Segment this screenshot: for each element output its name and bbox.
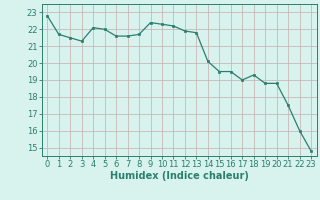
X-axis label: Humidex (Indice chaleur): Humidex (Indice chaleur) [110,171,249,181]
